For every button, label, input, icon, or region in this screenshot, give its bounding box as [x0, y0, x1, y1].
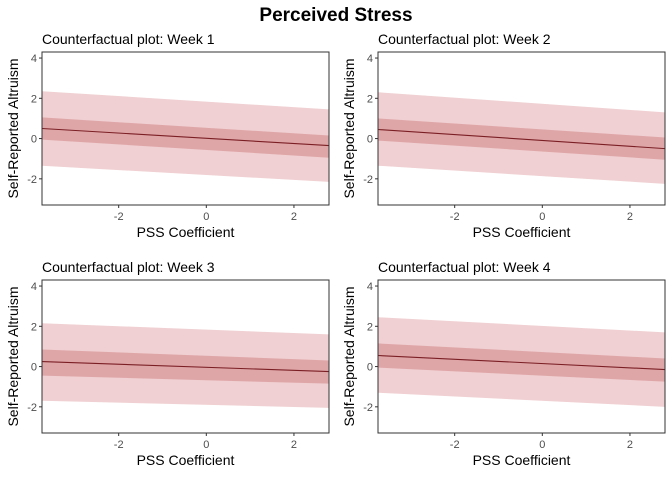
- panel-title: Counterfactual plot: Week 4: [378, 259, 551, 275]
- y-tick-label: 0: [31, 362, 37, 374]
- x-tick-label: 0: [539, 211, 545, 223]
- panel-frame: [41, 279, 330, 434]
- x-axis-label: PSS Coefficient: [473, 224, 571, 240]
- panel-grid: Counterfactual plot: Week 1 -2 0 2 4 -2 0 2 PSS …: [5, 31, 666, 468]
- y-tick-label: 2: [367, 321, 373, 333]
- y-tick-label: -2: [363, 402, 373, 414]
- panel-frame: [377, 51, 666, 206]
- x-axis-label: PSS Coefficient: [473, 452, 571, 468]
- y-tick-label: 2: [367, 93, 373, 105]
- panel-week-1: Counterfactual plot: Week 1 -2 0 2 4 -2 0 2 PSS …: [5, 31, 330, 240]
- y-tick-label: 0: [31, 134, 37, 146]
- x-tick-label: 2: [291, 211, 297, 223]
- x-tick-label: 0: [203, 211, 209, 223]
- x-tick-label: 2: [627, 211, 633, 223]
- panel-frame: [377, 279, 666, 434]
- plot-area: [378, 92, 665, 184]
- x-tick-label: -2: [450, 211, 460, 223]
- plot-area: [42, 91, 329, 182]
- y-axis-label: Self-Reported Altruism: [341, 286, 357, 426]
- panel-week-3: Counterfactual plot: Week 3 -2 0 2 4 -2 0 2 PSS …: [5, 259, 330, 468]
- mean-line: [378, 128, 665, 150]
- panel-title: Counterfactual plot: Week 1: [42, 31, 215, 47]
- y-axis-label: Self-Reported Altruism: [5, 286, 21, 426]
- panel-title: Counterfactual plot: Week 3: [42, 259, 215, 275]
- mean-line: [42, 127, 329, 147]
- y-axis-label: Self-Reported Altruism: [341, 58, 357, 198]
- y-tick-label: -2: [363, 174, 373, 186]
- x-tick-label: 0: [203, 439, 209, 451]
- panel-week-2: Counterfactual plot: Week 2 -2 0 2 4 -2 0 2 PSS …: [341, 31, 666, 240]
- y-tick-label: 2: [31, 93, 37, 105]
- mean-line: [42, 360, 329, 373]
- panel-week-4: Counterfactual plot: Week 4 -2 0 2 4 -2 0 2 PSS …: [341, 259, 666, 468]
- y-tick-label: 0: [367, 362, 373, 374]
- y-tick-label: 4: [31, 281, 37, 293]
- panel-title: Counterfactual plot: Week 2: [378, 31, 551, 47]
- mean-line: [378, 354, 665, 371]
- y-tick-label: 4: [31, 53, 37, 65]
- x-axis-label: PSS Coefficient: [137, 452, 235, 468]
- x-tick-label: -2: [450, 439, 460, 451]
- y-tick-label: 2: [31, 321, 37, 333]
- panel-frame: [41, 51, 330, 206]
- x-tick-label: -2: [114, 439, 124, 451]
- plot-area: [42, 323, 329, 408]
- x-tick-label: 2: [627, 439, 633, 451]
- plot-area: [378, 317, 665, 407]
- y-tick-label: -2: [27, 402, 37, 414]
- y-tick-label: 4: [367, 53, 373, 65]
- y-tick-label: 0: [367, 134, 373, 146]
- x-axis-label: PSS Coefficient: [137, 224, 235, 240]
- x-tick-label: 0: [539, 439, 545, 451]
- x-tick-label: 2: [291, 439, 297, 451]
- x-tick-label: -2: [114, 211, 124, 223]
- figure-title: Perceived Stress: [259, 5, 412, 26]
- y-tick-label: 4: [367, 281, 373, 293]
- y-axis-label: Self-Reported Altruism: [5, 58, 21, 198]
- y-tick-label: -2: [27, 174, 37, 186]
